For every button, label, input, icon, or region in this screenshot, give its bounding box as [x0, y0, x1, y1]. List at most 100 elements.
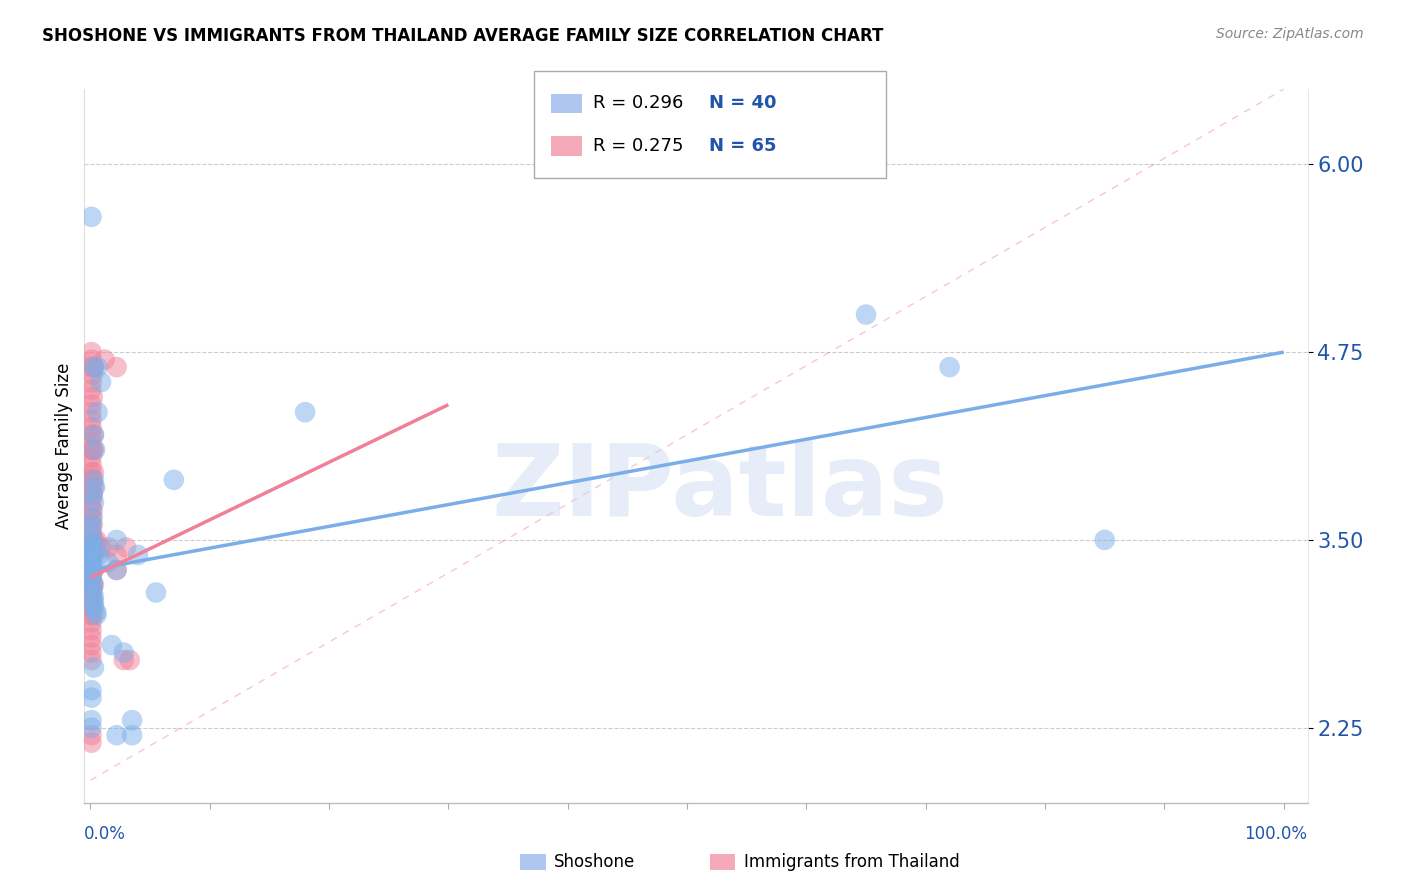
- Point: [80, 653, 103, 667]
- Point: [101, 638, 124, 652]
- Point: [83, 360, 105, 375]
- Point: [83, 533, 105, 547]
- Point: [80, 631, 103, 645]
- Point: [82, 533, 104, 547]
- Point: [80, 607, 103, 622]
- Point: [80, 473, 103, 487]
- Point: [80, 585, 103, 599]
- Text: SHOSHONE VS IMMIGRANTS FROM THAILAND AVERAGE FAMILY SIZE CORRELATION CHART: SHOSHONE VS IMMIGRANTS FROM THAILAND AVE…: [42, 27, 883, 45]
- Point: [80, 638, 103, 652]
- Point: [84, 442, 107, 457]
- Point: [127, 548, 149, 562]
- Point: [82, 368, 104, 382]
- Point: [82, 390, 104, 404]
- Point: [855, 308, 877, 322]
- Point: [112, 653, 135, 667]
- Point: [80, 345, 103, 359]
- Point: [80, 488, 103, 502]
- Point: [84, 605, 107, 619]
- Point: [80, 517, 103, 532]
- Point: [163, 473, 186, 487]
- Point: [80, 566, 103, 580]
- Point: [80, 541, 103, 555]
- Point: [86, 405, 108, 419]
- Point: [80, 683, 103, 698]
- Point: [80, 736, 103, 750]
- Point: [83, 465, 105, 479]
- Point: [83, 427, 105, 442]
- Point: [83, 563, 105, 577]
- Point: [80, 435, 103, 450]
- Point: [80, 541, 103, 555]
- Point: [80, 517, 103, 532]
- Point: [97, 541, 120, 555]
- Point: [82, 488, 104, 502]
- Point: [80, 536, 103, 550]
- Point: [82, 578, 104, 592]
- Text: ZIPatlas: ZIPatlas: [492, 441, 949, 537]
- Point: [80, 563, 103, 577]
- Point: [83, 548, 105, 562]
- Point: [87, 541, 110, 555]
- Point: [80, 570, 103, 584]
- Point: [84, 541, 107, 555]
- Point: [82, 581, 104, 595]
- Text: Immigrants from Thailand: Immigrants from Thailand: [744, 853, 959, 871]
- Text: R = 0.275: R = 0.275: [593, 137, 683, 155]
- Text: Shoshone: Shoshone: [554, 853, 636, 871]
- Point: [80, 450, 103, 465]
- Point: [86, 360, 108, 375]
- Point: [80, 525, 103, 540]
- Point: [80, 570, 103, 584]
- Point: [80, 398, 103, 412]
- Point: [82, 503, 104, 517]
- Point: [83, 596, 105, 610]
- Point: [83, 480, 105, 494]
- Point: [80, 593, 103, 607]
- Point: [82, 607, 104, 622]
- Point: [80, 600, 103, 615]
- Point: [938, 360, 960, 375]
- Point: [80, 413, 103, 427]
- Point: [80, 510, 103, 524]
- Point: [93, 352, 115, 367]
- Point: [80, 427, 103, 442]
- Point: [80, 690, 103, 705]
- Point: [80, 420, 103, 434]
- Point: [294, 405, 316, 419]
- Point: [80, 556, 103, 570]
- Point: [82, 563, 104, 577]
- Point: [80, 615, 103, 630]
- Point: [80, 525, 103, 540]
- Point: [80, 646, 103, 660]
- Point: [82, 574, 104, 589]
- Point: [80, 383, 103, 397]
- Point: [105, 563, 128, 577]
- Point: [80, 728, 103, 742]
- Point: [112, 646, 135, 660]
- Point: [121, 728, 143, 742]
- Text: N = 65: N = 65: [709, 137, 776, 155]
- Point: [97, 556, 120, 570]
- Point: [82, 488, 104, 502]
- Point: [82, 517, 104, 532]
- Point: [83, 442, 105, 457]
- Point: [80, 578, 103, 592]
- Point: [82, 510, 104, 524]
- Point: [83, 495, 105, 509]
- Point: [80, 721, 103, 735]
- Point: [80, 548, 103, 562]
- Text: N = 40: N = 40: [709, 95, 776, 112]
- Point: [82, 548, 104, 562]
- Point: [80, 458, 103, 472]
- Point: [82, 442, 104, 457]
- Point: [82, 473, 104, 487]
- Text: Source: ZipAtlas.com: Source: ZipAtlas.com: [1216, 27, 1364, 41]
- Point: [82, 585, 104, 599]
- Point: [83, 360, 105, 375]
- Point: [83, 590, 105, 604]
- Point: [80, 352, 103, 367]
- Point: [82, 593, 104, 607]
- Point: [83, 427, 105, 442]
- Point: [118, 653, 141, 667]
